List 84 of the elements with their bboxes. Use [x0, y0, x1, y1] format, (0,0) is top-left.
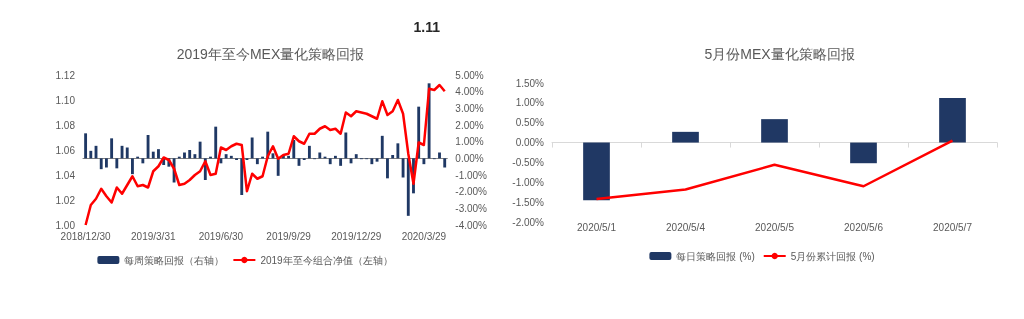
bar — [255, 158, 259, 165]
bar — [370, 158, 374, 165]
bar — [99, 158, 103, 170]
bar — [396, 143, 400, 159]
bar — [386, 158, 389, 179]
bar — [276, 158, 280, 176]
bar — [380, 135, 384, 159]
y-tick-label: 0.50% — [515, 117, 545, 129]
y-tick-label: 1.00% — [515, 97, 545, 109]
bar — [141, 158, 145, 164]
legend-label: 2019年至今组合净值（左轴） — [260, 254, 393, 266]
y-tick-label: 1.04 — [55, 169, 76, 181]
bar — [240, 158, 244, 195]
bar — [193, 154, 197, 159]
y-tick-label: 1.10 — [55, 94, 76, 106]
x-tick-label: 2020/5/1 — [577, 221, 617, 233]
bar — [151, 151, 155, 159]
x-tick-label: 2019/9/29 — [266, 230, 312, 242]
text: 1.11 — [413, 19, 441, 35]
bar — [328, 158, 332, 165]
y-tick-label: -0.50% — [512, 156, 545, 168]
y2-tick-label: -3.00% — [455, 202, 488, 214]
y2-tick-label: 1.00% — [455, 136, 484, 148]
y-tick-label: -1.50% — [512, 196, 545, 208]
bar — [761, 119, 788, 143]
bar — [125, 147, 129, 159]
bar — [339, 158, 343, 166]
bar — [672, 131, 699, 143]
x-tick-label: 2020/3/29 — [401, 230, 447, 242]
bar — [250, 137, 254, 159]
y-tick-label: -1.00% — [512, 176, 545, 188]
chart-title: 2019年至今MEX量化策略回报 — [176, 46, 365, 62]
x-tick-label: 2019/3/31 — [131, 230, 176, 242]
bar — [406, 158, 410, 216]
y-tick-label: 1.12 — [55, 69, 76, 81]
y-tick-label: 1.06 — [55, 144, 76, 156]
y2-tick-label: 3.00% — [455, 102, 484, 114]
bar — [939, 98, 966, 143]
bar — [89, 150, 93, 159]
line-series — [84, 83, 446, 227]
legend-label: 每日策略回报 (%) — [676, 250, 755, 262]
bar — [115, 158, 119, 169]
y2-tick-label: 5.00% — [455, 69, 484, 81]
y-tick-label: 0.00% — [515, 137, 545, 149]
bar — [214, 126, 218, 159]
y-tick-label: 1.02 — [55, 194, 76, 206]
x-tick-label: 2019/6/30 — [198, 230, 244, 242]
x-tick-label: 2018/12/30 — [60, 230, 112, 242]
legend-label: 每周策略回报（右轴） — [124, 254, 225, 266]
bar — [583, 142, 610, 201]
y2-tick-label: 0.00% — [455, 152, 484, 164]
bar — [131, 158, 134, 175]
y2-tick-label: -2.00% — [455, 186, 488, 198]
bar — [422, 158, 426, 165]
bar — [391, 155, 395, 159]
bar — [354, 154, 358, 159]
chart-title: 5月份MEX量化策略回报 — [704, 46, 855, 62]
line-series — [595, 139, 954, 201]
bar — [443, 158, 447, 168]
bar — [157, 149, 160, 159]
x-tick-label: 2020/5/4 — [666, 221, 706, 233]
y2-tick-label: 4.00% — [455, 86, 484, 98]
bar — [104, 158, 108, 168]
bar — [307, 145, 311, 159]
y2-tick-label: -1.00% — [455, 169, 488, 181]
bar — [84, 133, 88, 159]
y2-tick-label: -4.00% — [455, 219, 488, 231]
legend-label: 5月份累计回报 (%) — [790, 250, 875, 262]
bar — [344, 132, 348, 159]
bar — [110, 138, 114, 159]
x-tick-label: 2020/5/6 — [844, 221, 884, 233]
y-tick-label: 1.50% — [515, 77, 545, 89]
bar — [401, 158, 405, 178]
bar — [188, 150, 192, 159]
y-tick-label: -2.00% — [512, 216, 545, 228]
y-tick-label: 1.00 — [55, 219, 76, 231]
y-tick-label: 1.08 — [55, 119, 76, 131]
bar — [850, 142, 877, 164]
x-tick-label: 2020/5/7 — [933, 221, 973, 233]
y2-tick-label: 2.00% — [455, 119, 484, 131]
x-tick-label: 2020/5/5 — [755, 221, 795, 233]
x-tick-label: 2019/12/29 — [331, 230, 382, 242]
bar — [198, 141, 202, 159]
bar — [224, 154, 228, 159]
